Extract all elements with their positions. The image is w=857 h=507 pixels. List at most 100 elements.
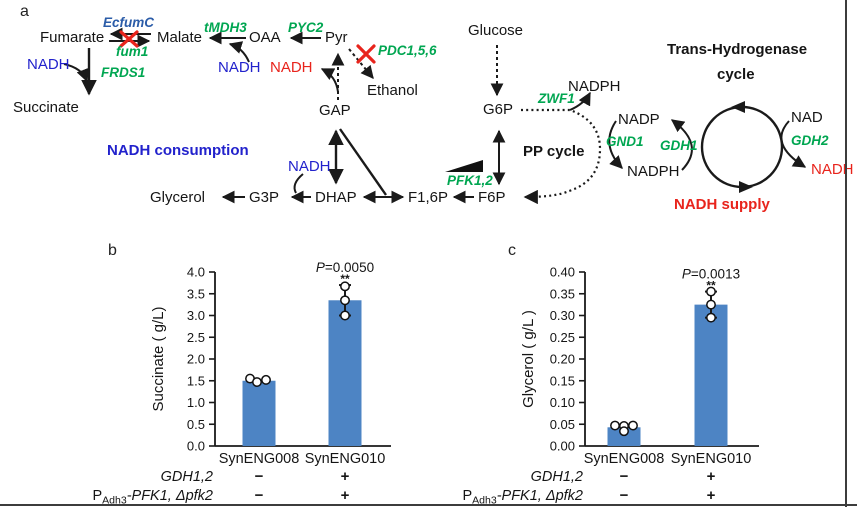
genotype-value: − xyxy=(255,468,264,485)
bar-SynENG010 xyxy=(328,300,362,446)
genotype-value: − xyxy=(620,468,629,485)
cycle-arrowhead-bottom-icon xyxy=(739,181,753,193)
overexpression-wedge-icon xyxy=(445,160,483,172)
trans-hydrogenase-cycle-circle xyxy=(700,105,784,189)
gene-gnd1: GND1 xyxy=(606,134,644,149)
knockout-x-fum1-icon xyxy=(119,30,139,48)
data-point xyxy=(628,420,638,431)
arrow-nadh-into-frds1 xyxy=(63,63,89,83)
gene-pfk12: PFK1,2 xyxy=(447,173,493,188)
metabolite-glucose: Glucose xyxy=(468,22,524,39)
y-tick-label: 0.05 xyxy=(550,417,575,432)
category-label: SynENG010 xyxy=(305,451,386,467)
section-title-nadh-consumption: NADH consumption xyxy=(107,142,249,159)
genotype-value: − xyxy=(255,487,264,504)
genotype-row-label: PAdh3-PFK1, Δpfk2 xyxy=(93,488,214,507)
section-title-nadh-supply: NADH supply xyxy=(674,196,770,213)
gene-tmdh3: tMDH3 xyxy=(204,20,247,35)
data-point xyxy=(706,299,716,310)
y-tick-label: 0.15 xyxy=(550,373,575,388)
significance-stars: ** xyxy=(706,279,716,293)
data-point xyxy=(340,295,350,306)
arrow-zwf1-to-nadph xyxy=(569,91,591,111)
metabolite-g6p: G6P xyxy=(483,101,514,118)
gene-gdh1: GDH1 xyxy=(660,138,698,153)
y-tick-label: 0.10 xyxy=(550,395,575,410)
y-tick-label: 0.25 xyxy=(550,330,575,345)
arrow-gnd1-nadp-to-nadph xyxy=(608,120,623,169)
knockout-x-pdc-icon xyxy=(356,44,376,64)
data-point xyxy=(340,310,350,321)
curve-nadh-into-g3p xyxy=(293,173,304,194)
section-title-pp-cycle: PP cycle xyxy=(523,143,585,160)
data-point xyxy=(340,281,350,292)
genotype-value: + xyxy=(341,487,350,504)
significance-stars: ** xyxy=(340,272,350,286)
cofactor-nad: NAD xyxy=(791,109,823,126)
genotype-value: + xyxy=(341,468,350,485)
cofactor-nadh-5: NADH xyxy=(811,161,854,178)
panel-label-c: c xyxy=(508,242,516,259)
cofactor-nadh-2: NADH xyxy=(218,59,261,76)
y-tick-label: 0.35 xyxy=(550,286,575,301)
cofactor-nadp: NADP xyxy=(618,111,660,128)
y-tick-label: 0.30 xyxy=(550,308,575,323)
chart-succinate: 0.0 0.5 1.0 1.5 2.0 2.5 3.0 3.5 4.0 Succinate ( g… xyxy=(93,260,391,507)
data-point xyxy=(252,377,262,388)
data-point xyxy=(610,420,620,431)
y-tick-label: 0.00 xyxy=(550,439,575,454)
section-title-trans-hydrogenase: Trans-Hydrogenase xyxy=(667,41,808,58)
y-tick-label: 2.5 xyxy=(187,330,205,345)
genotype-row-label: PAdh3-PFK1, Δpfk2 xyxy=(463,488,584,507)
y-tick-label: 3.5 xyxy=(187,286,205,301)
bar-SynENG010 xyxy=(694,304,728,446)
metabolite-malate: Malate xyxy=(157,29,203,46)
arrow-pp-cycle-dotted-loop xyxy=(521,108,602,205)
y-axis-title: Glycerol ( g/L ) xyxy=(520,310,537,408)
metabolite-pyr: Pyr xyxy=(325,29,348,46)
panel-label-a: a xyxy=(20,3,29,20)
arrow-pyr-to-ethanol-dashed xyxy=(348,48,374,80)
section-title-trans-hydrogenase-line2: cycle xyxy=(717,66,755,83)
y-tick-label: 4.0 xyxy=(187,265,205,280)
arrow-gdh2-nad-to-nadh xyxy=(780,120,807,168)
genotype-row-label: GDH1,2 xyxy=(161,469,213,485)
gene-frds1: FRDS1 xyxy=(101,65,146,80)
y-axis-title: Succinate ( g/L) xyxy=(150,306,167,411)
y-tick-label: 2.0 xyxy=(187,352,205,367)
p-value-label: P=0.0050 xyxy=(316,260,374,275)
metabolite-fumarate: Fumarate xyxy=(40,29,105,46)
p-value-label: P=0.0013 xyxy=(682,267,740,282)
metabolite-ethanol: Ethanol xyxy=(367,82,418,99)
gene-pyc2: PYC2 xyxy=(288,20,324,35)
y-tick-label: 0.5 xyxy=(187,417,205,432)
y-tick-label: 3.0 xyxy=(187,308,205,323)
cofactor-nadh-1: NADH xyxy=(27,56,70,73)
figure-frame-bottom-border xyxy=(0,504,857,506)
genotype-value: + xyxy=(707,468,716,485)
gene-zwf1: ZWF1 xyxy=(538,91,575,106)
arrow-gdh1-nadph-to-nadp xyxy=(670,119,693,171)
gene-ecfumc: EcfumC xyxy=(103,15,155,30)
y-tick-label: 1.0 xyxy=(187,395,205,410)
data-point xyxy=(261,374,271,385)
metabolite-f16p: F1,6P xyxy=(408,189,449,206)
genotype-value: − xyxy=(620,487,629,504)
panel-label-b: b xyxy=(108,242,117,259)
line-gap-f16p-diagonal xyxy=(339,128,387,196)
gene-pdc156: PDC1,5,6 xyxy=(378,43,437,58)
metabolite-gap: GAP xyxy=(319,102,351,119)
genotype-value: + xyxy=(707,487,716,504)
metabolite-succinate: Succinate xyxy=(13,99,79,116)
category-label: SynENG010 xyxy=(671,451,752,467)
metabolite-dhap: DHAP xyxy=(315,189,357,206)
metabolite-g3p: G3P xyxy=(249,189,280,206)
metabolite-oaa: OAA xyxy=(249,29,281,46)
gene-fum1: fum1 xyxy=(116,44,149,59)
gene-gdh2: GDH2 xyxy=(791,133,829,148)
cofactor-nadh-4: NADH xyxy=(288,158,331,175)
y-tick-label: 0.0 xyxy=(187,439,205,454)
category-label: SynENG008 xyxy=(219,451,300,467)
data-point xyxy=(619,426,629,437)
